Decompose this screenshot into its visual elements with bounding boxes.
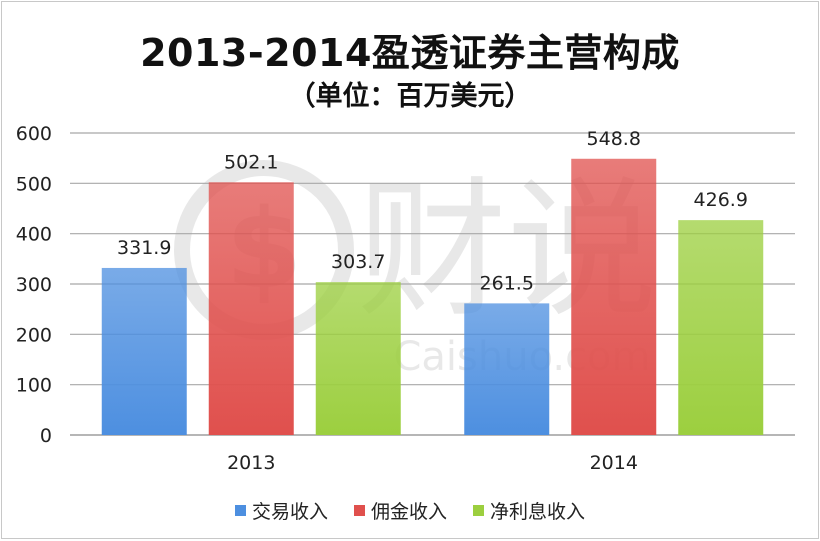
data-label: 303.7 (331, 251, 385, 273)
legend-item-interest: 净利息收入 (473, 497, 585, 524)
x-axis-ticks: 2013 2014 (227, 452, 638, 474)
y-tick-label: 400 (16, 224, 52, 246)
legend-label-commission: 佣金收入 (370, 501, 447, 523)
legend-label-interest: 净利息收入 (490, 501, 586, 523)
legend-swatch-commission (353, 505, 365, 516)
y-axis-ticks: 0 100 200 300 400 500 600 (16, 123, 52, 447)
bars (101, 158, 764, 435)
x-tick-label: 2014 (590, 452, 638, 474)
chart-title: 2013-2014盈透证券主营构成 (140, 31, 680, 75)
data-label: 548.8 (587, 128, 641, 150)
legend-swatch-trading (234, 505, 246, 516)
x-tick-label: 2013 (227, 452, 275, 474)
y-tick-label: 100 (16, 375, 52, 397)
y-tick-label: 600 (16, 123, 52, 145)
y-tick-label: 500 (16, 173, 52, 195)
data-label: 261.5 (480, 272, 534, 294)
bar (208, 182, 294, 435)
y-tick-label: 0 (40, 425, 52, 447)
legend-item-trading: 交易收入 (234, 497, 328, 524)
data-label: 426.9 (694, 189, 748, 211)
y-tick-label: 200 (16, 324, 52, 346)
data-label: 502.1 (224, 151, 278, 173)
y-tick-label: 300 (16, 274, 52, 296)
chart-subtitle: （单位：百万美元） (288, 81, 532, 112)
bar (101, 267, 187, 435)
data-labels: 331.9 502.1 303.7 261.5 548.8 426.9 (117, 128, 748, 295)
bar (315, 282, 401, 435)
bar (678, 220, 764, 435)
legend-item-commission: 佣金收入 (353, 497, 447, 524)
bar (464, 303, 550, 435)
legend-label-trading: 交易收入 (251, 501, 328, 523)
legend-swatch-interest (473, 505, 484, 516)
legend: 交易收入 佣金收入 净利息收入 (2, 497, 818, 524)
data-label: 331.9 (117, 237, 171, 259)
grid-lines (70, 132, 795, 436)
bar (571, 158, 657, 435)
